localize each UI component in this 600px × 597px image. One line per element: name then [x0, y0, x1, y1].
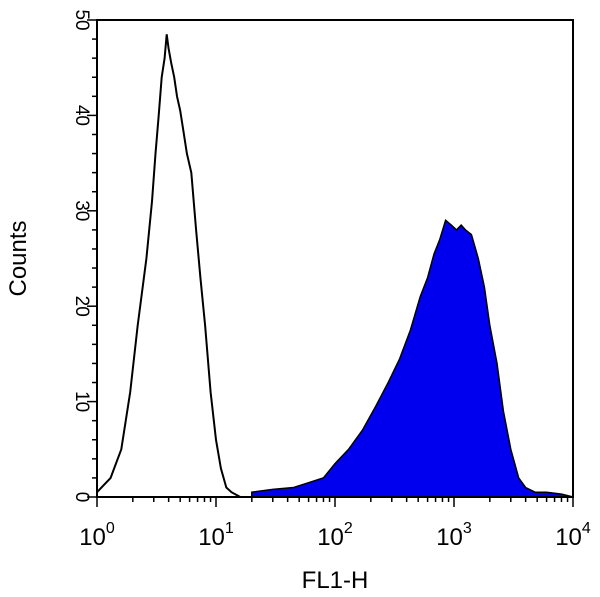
x-tick-label: 100 [79, 520, 115, 551]
y-tick-label: 10 [71, 391, 92, 412]
y-tick-label: 50 [71, 9, 92, 30]
x-axis-label: FL1-H [302, 567, 369, 594]
y-axis-label: Counts [5, 220, 32, 296]
labels-layer: 100 101 102 103 104 0 10 20 30 40 50 [71, 9, 591, 551]
x-tick-label: 102 [317, 520, 353, 551]
y-tick-label: 20 [71, 296, 92, 317]
series-layer [96, 34, 574, 498]
x-tick-label: 104 [555, 520, 591, 551]
y-tick-label: 40 [71, 105, 92, 126]
y-tick-label: 0 [71, 492, 92, 503]
ticks-layer [87, 19, 574, 507]
y-tick-label: 30 [71, 200, 92, 221]
x-tick-label: 103 [436, 520, 472, 551]
series-0-outline-histogram [96, 34, 252, 498]
x-tick-label: 101 [198, 520, 234, 551]
series-1-filled-histogram [251, 218, 574, 498]
